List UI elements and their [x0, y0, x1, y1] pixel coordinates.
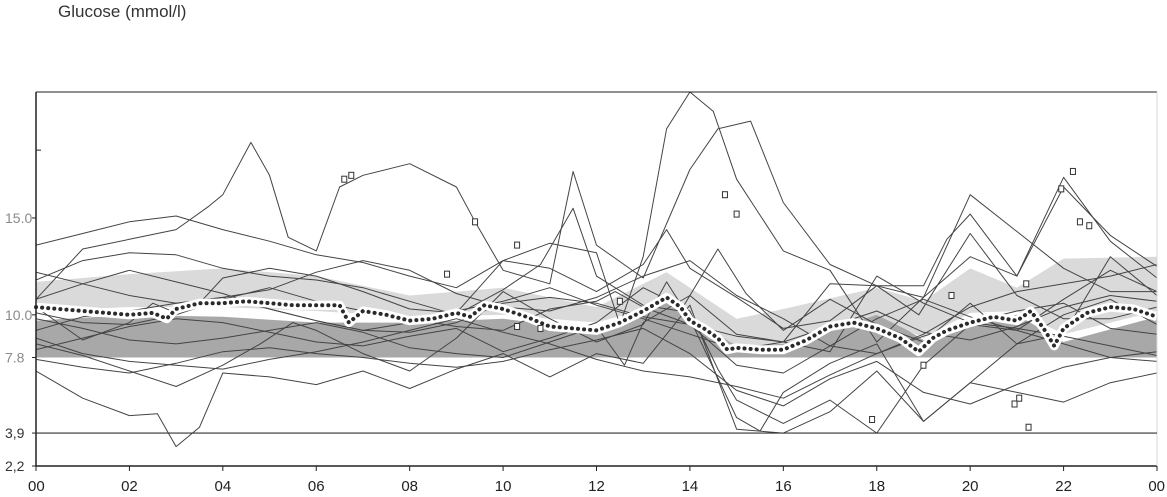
- event-marker-1: [348, 171, 355, 179]
- day-curve-5: [36, 304, 1157, 448]
- median-dotted-line: [34, 295, 1159, 354]
- day-curve-1: [36, 120, 1157, 320]
- event-marker-13: [1011, 400, 1018, 408]
- x-tick-label-12: 00: [1148, 478, 1165, 495]
- x-tick-label-11: 22: [1055, 478, 1072, 495]
- event-marker-9: [733, 210, 740, 218]
- individual-day-curves: [36, 92, 1157, 448]
- x-tick-label-7: 14: [682, 478, 699, 495]
- event-marker-3: [514, 241, 521, 249]
- event-marker-14: [1016, 394, 1023, 402]
- event-marker-16: [1025, 423, 1032, 431]
- x-tick-label-8: 16: [775, 478, 792, 495]
- event-marker-7: [616, 297, 623, 305]
- y-tick-label-15-0: 15.0: [5, 210, 32, 226]
- event-marker-10: [869, 415, 876, 423]
- event-markers: [341, 167, 1093, 431]
- day-curve-14: [36, 327, 1157, 407]
- x-tick-label-10: 20: [962, 478, 979, 495]
- chart-title: Glucose (mmol/l): [58, 2, 187, 21]
- x-tick-label-3: 06: [308, 478, 325, 495]
- event-marker-11: [920, 361, 927, 369]
- day-curve-8: [36, 275, 1157, 366]
- event-marker-8: [721, 191, 728, 199]
- x-tick-label-9: 18: [868, 478, 885, 495]
- x-tick-label-1: 02: [121, 478, 138, 495]
- y-tick-label-2-2: 2,2: [5, 458, 25, 474]
- day-curve-2: [36, 194, 1157, 329]
- event-marker-19: [1076, 218, 1083, 226]
- day-curve-9: [36, 287, 1157, 434]
- x-tick-label-5: 10: [495, 478, 512, 495]
- event-marker-12: [948, 291, 955, 299]
- upper-quartile-band: [36, 256, 1157, 346]
- y-tick-label-7-8: 7.8: [5, 349, 25, 365]
- x-axis-ticks: 00 02 04 06 08 10 12 14 16 18 20 22 00: [28, 466, 1165, 495]
- x-tick-label-2: 04: [214, 478, 231, 495]
- x-tick-label-0: 00: [28, 478, 45, 495]
- x-tick-label-4: 08: [401, 478, 418, 495]
- x-tick-label-6: 12: [588, 478, 605, 495]
- event-marker-4: [444, 270, 451, 278]
- event-marker-0: [341, 175, 348, 183]
- y-tick-label-10-0: 10.0: [5, 307, 32, 323]
- event-marker-2: [472, 218, 479, 226]
- day-curve-13: [36, 269, 1157, 351]
- event-marker-15: [1023, 280, 1030, 288]
- y-tick-label-3-9: 3,9: [5, 425, 25, 441]
- y-axis-ticks: 2,2 3,9 7.8 10.0 15.0: [5, 210, 36, 474]
- median-curve: [34, 292, 1159, 357]
- day-curve-11: [36, 260, 1157, 355]
- event-marker-18: [1069, 167, 1076, 175]
- event-marker-20: [1086, 222, 1093, 230]
- event-marker-5: [514, 322, 521, 330]
- event-marker-6: [537, 324, 544, 332]
- event-marker-17: [1058, 185, 1065, 193]
